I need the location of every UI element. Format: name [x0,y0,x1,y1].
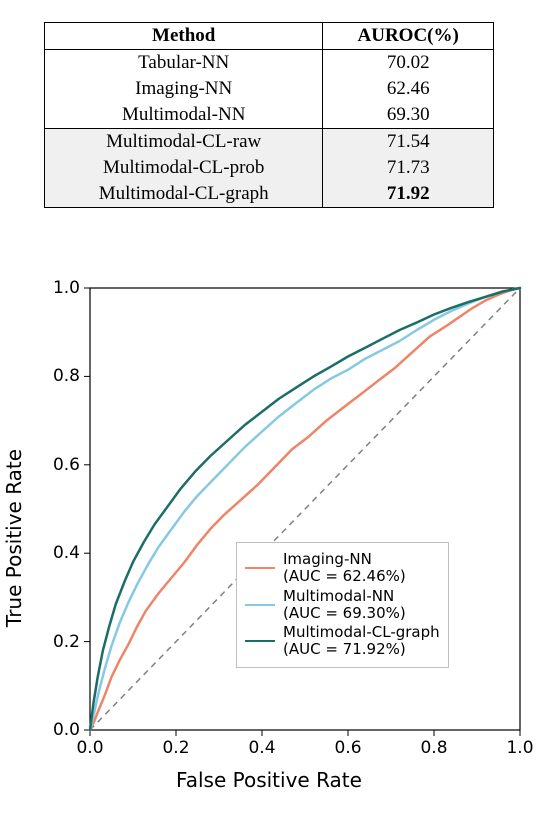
table-body: Tabular-NN70.02Imaging-NN62.46Multimodal… [45,50,494,208]
roc-chart-svg [0,278,538,768]
table-row: Multimodal-CL-prob71.73 [45,155,494,181]
cell-auroc: 71.73 [323,155,494,181]
xtick-label: 0.0 [76,738,103,758]
cell-method: Tabular-NN [45,50,323,77]
table-row: Multimodal-NN69.30 [45,102,494,129]
xtick-label: 0.4 [248,738,275,758]
results-table: Method AUROC(%) Tabular-NN70.02Imaging-N… [44,22,494,208]
legend-swatch [245,567,275,569]
table-row: Imaging-NN62.46 [45,76,494,102]
cell-auroc: 70.02 [323,50,494,77]
chart-xlabel: False Positive Rate [0,768,538,792]
chart-legend: Imaging-NN(AUC = 62.46%)Multimodal-NN(AU… [236,542,449,668]
ytick-label: 0.0 [53,720,80,740]
legend-item: Multimodal-NN(AUC = 69.30%) [245,588,440,623]
legend-item: Imaging-NN(AUC = 62.46%) [245,551,440,586]
table-header-row: Method AUROC(%) [45,23,494,50]
legend-label: Imaging-NN(AUC = 62.46%) [283,551,406,586]
table-row: Tabular-NN70.02 [45,50,494,77]
ytick-label: 0.4 [53,543,80,563]
xtick-label: 0.8 [420,738,447,758]
legend-label: Multimodal-CL-graph(AUC = 71.92%) [283,624,440,659]
legend-swatch [245,640,275,642]
cell-method: Imaging-NN [45,76,323,102]
cell-method: Multimodal-NN [45,102,323,129]
legend-swatch [245,604,275,606]
legend-label: Multimodal-NN(AUC = 69.30%) [283,588,406,623]
cell-method: Multimodal-CL-prob [45,155,323,181]
header-auroc: AUROC(%) [323,23,494,50]
cell-auroc: 71.92 [323,181,494,208]
xtick-label: 0.6 [334,738,361,758]
ytick-label: 0.6 [53,455,80,475]
cell-method: Multimodal-CL-graph [45,181,323,208]
cell-auroc: 71.54 [323,129,494,156]
table-row: Multimodal-CL-raw71.54 [45,129,494,156]
results-table-container: Method AUROC(%) Tabular-NN70.02Imaging-N… [0,0,538,208]
cell-method: Multimodal-CL-raw [45,129,323,156]
chart-ylabel: True Positive Rate [2,449,26,627]
xtick-label: 0.2 [162,738,189,758]
header-method: Method [45,23,323,50]
table-row: Multimodal-CL-graph71.92 [45,181,494,208]
ytick-label: 0.8 [53,366,80,386]
cell-auroc: 62.46 [323,76,494,102]
cell-auroc: 69.30 [323,102,494,129]
roc-chart-container: True Positive Rate False Positive Rate 0… [0,278,538,798]
xtick-label: 1.0 [506,738,533,758]
legend-item: Multimodal-CL-graph(AUC = 71.92%) [245,624,440,659]
ytick-label: 1.0 [53,278,80,298]
ytick-label: 0.2 [53,632,80,652]
